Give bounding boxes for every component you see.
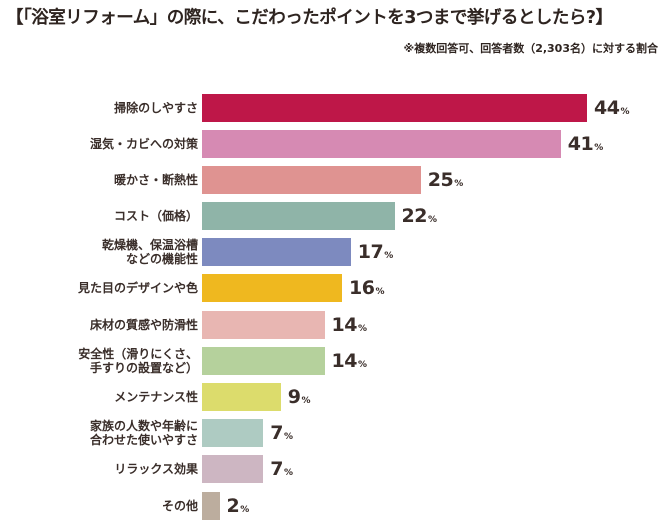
chart-note: ※複数回答可、回答者数（2,303名）に対する割合: [403, 42, 659, 55]
bar-label-line: メンテナンス性: [114, 390, 198, 404]
percent-sign: %: [454, 179, 463, 189]
percent-sign: %: [594, 143, 603, 153]
bar-value: 44%: [594, 97, 629, 119]
bar-label: 掃除のしやすさ: [114, 94, 198, 122]
bar: [202, 202, 395, 230]
bar: [202, 130, 561, 158]
bar-label-line: 見た目のデザインや色: [77, 281, 198, 295]
bar-value: 25%: [428, 169, 463, 191]
bar-label-line: 安全性（滑りにくさ、: [78, 347, 198, 361]
bar: [202, 94, 587, 122]
percent-sign: %: [384, 251, 393, 261]
percent-sign: %: [301, 396, 311, 406]
percent-sign: %: [357, 324, 367, 334]
bar-value-number: 44: [594, 97, 620, 119]
percent-sign: %: [375, 287, 384, 297]
bar-value-number: 17: [357, 241, 384, 263]
bar-value: 2%: [226, 495, 250, 517]
bar-label: リラックス効果: [114, 455, 198, 483]
bar: [202, 492, 220, 520]
bar-label: 乾燥機、保温浴槽 などの機能性: [102, 238, 198, 266]
bar-value: 7%: [270, 458, 293, 480]
bar-value: 17%: [358, 241, 393, 263]
percent-sign: %: [427, 215, 437, 225]
bar-value-number: 22: [401, 205, 428, 227]
bar-label-line: 手すりの設置など）: [89, 361, 198, 375]
bar-row: 湿気・カビへの対策 41%: [0, 130, 668, 158]
bar-label-line: 掃除のしやすさ: [114, 101, 198, 115]
bar-row: 床材の質感や防滑性 14%: [0, 311, 668, 339]
bar: [202, 455, 264, 483]
bar-value: 9%: [287, 386, 311, 408]
percent-sign: %: [620, 107, 629, 117]
bar-row: 家族の人数や年齢に 合わせた使いやすさ 7%: [0, 419, 668, 447]
percent-sign: %: [240, 505, 249, 515]
bar-label: 家族の人数や年齢に 合わせた使いやすさ: [90, 419, 198, 447]
bar-value-number: 14: [331, 314, 358, 336]
bar-label-line: 床材の質感や防滑性: [89, 318, 198, 332]
bar-label-line: 暖かさ・断熱性: [113, 173, 198, 187]
bar-row: リラックス効果 7%: [0, 455, 668, 483]
bar-row: メンテナンス性 9%: [0, 383, 668, 411]
bar: [202, 274, 342, 302]
bar-value-number: 16: [349, 277, 375, 299]
bar-label-line: などの機能性: [125, 252, 198, 266]
percent-sign: %: [283, 468, 293, 478]
bar-value: 16%: [349, 277, 384, 299]
bar: [202, 311, 325, 339]
bar-value-number: 2: [226, 495, 240, 517]
bar: [202, 347, 325, 375]
bar-label-line: リラックス効果: [114, 462, 198, 476]
bar-value: 22%: [402, 205, 437, 227]
bar-value: 14%: [332, 314, 367, 336]
bar-label: 見た目のデザインや色: [78, 274, 198, 302]
bar-value-number: 25: [427, 169, 454, 191]
chart-title: 【「浴室リフォーム」の際に、こだわったポイントを3つまで挙げるとしたら?】: [6, 8, 613, 28]
bar-value-number: 9: [287, 386, 301, 408]
bar-label-line: コスト（価格）: [113, 209, 198, 223]
bar-value: 14%: [332, 350, 367, 372]
bar-label-line: 湿気・カビへの対策: [89, 137, 198, 151]
bar-row: 乾燥機、保温浴槽 などの機能性 17%: [0, 238, 668, 266]
bar-label-line: その他: [161, 499, 198, 513]
bar: [202, 238, 351, 266]
bar-value-number: 14: [331, 350, 358, 372]
bar-label: コスト（価格）: [114, 202, 198, 230]
bar-label: 暖かさ・断熱性: [114, 166, 198, 194]
percent-sign: %: [283, 432, 293, 442]
bar-value-number: 7: [270, 422, 283, 444]
bar-row: その他 2%: [0, 492, 668, 520]
bar-row: 掃除のしやすさ 44%: [0, 94, 668, 122]
bar-row: 暖かさ・断熱性 25%: [0, 166, 668, 194]
bar-value-number: 7: [270, 458, 283, 480]
bar-label-line: 家族の人数や年齢に: [89, 419, 198, 433]
bar-label-line: 乾燥機、保温浴槽: [101, 238, 198, 252]
bar: [202, 383, 281, 411]
bar-label: 床材の質感や防滑性: [90, 311, 198, 339]
bar-label: その他: [162, 492, 198, 520]
bar-label: 湿気・カビへの対策: [90, 130, 198, 158]
bar-row: 安全性（滑りにくさ、 手すりの設置など） 14%: [0, 347, 668, 375]
bar-label-line: 合わせた使いやすさ: [89, 433, 198, 447]
bar-value: 7%: [270, 422, 293, 444]
bar: [202, 166, 421, 194]
bar-label: 安全性（滑りにくさ、 手すりの設置など）: [78, 347, 198, 375]
percent-sign: %: [357, 360, 367, 370]
bar: [202, 419, 264, 447]
bar-row: 見た目のデザインや色 16%: [0, 274, 668, 302]
bar-label: メンテナンス性: [114, 383, 198, 411]
bar-value: 41%: [568, 133, 603, 155]
bar-value-number: 41: [567, 133, 594, 155]
bar-row: コスト（価格） 22%: [0, 202, 668, 230]
